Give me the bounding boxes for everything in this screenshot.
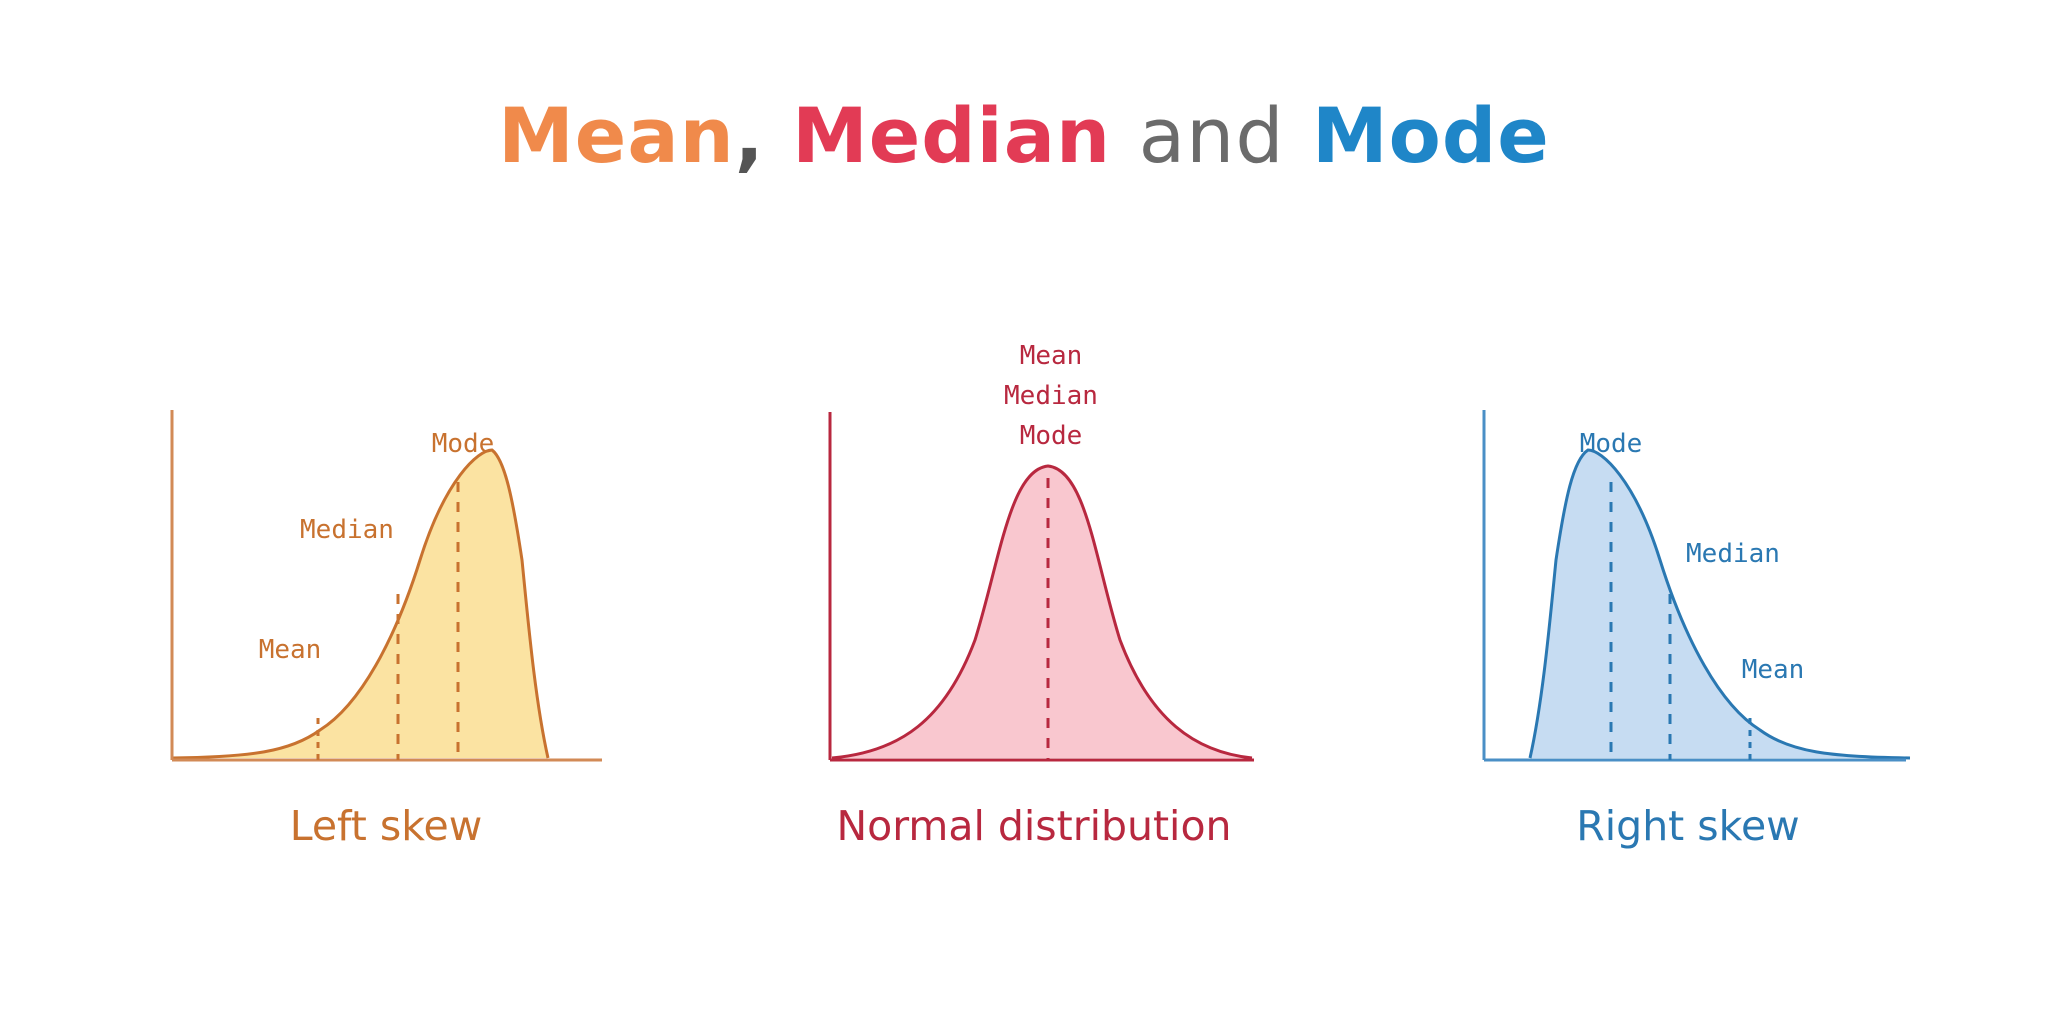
right-median-label: Median — [1686, 539, 1780, 569]
right-mean-label: Mean — [1742, 655, 1805, 685]
left-skew-fill — [172, 450, 548, 758]
left-mode-label: Mode — [432, 429, 495, 459]
normal-mode-label: Mode — [1020, 421, 1083, 451]
normal-fill — [832, 466, 1252, 758]
title-median: Median — [792, 91, 1112, 180]
normal-curve — [831, 464, 1253, 760]
title-mean: Mean — [498, 91, 735, 180]
right-skew-fill — [1530, 450, 1910, 758]
right-skew-curve — [1528, 448, 1911, 760]
title-comma: , — [734, 91, 765, 180]
left-skew-label: Left skew — [289, 802, 483, 850]
page-title: Mean, Median and Mode — [0, 98, 2048, 174]
title-and: and — [1138, 91, 1285, 180]
right-mode-label: Mode — [1580, 429, 1643, 459]
right-skew-panel: Mode Median Mean — [1482, 410, 1911, 762]
left-skew-panel: Mode Median Mean — [170, 410, 602, 762]
left-mean-label: Mean — [259, 635, 322, 665]
left-median-label: Median — [300, 515, 394, 545]
normal-distribution-label: Normal distribution — [836, 802, 1232, 850]
normal-panel: Mean Median Mode — [828, 341, 1254, 762]
title-mode: Mode — [1312, 91, 1550, 180]
left-skew-curve — [171, 448, 550, 760]
normal-mean-label: Mean — [1020, 341, 1083, 371]
right-skew-label: Right skew — [1576, 802, 1800, 850]
normal-median-label: Median — [1004, 381, 1098, 411]
